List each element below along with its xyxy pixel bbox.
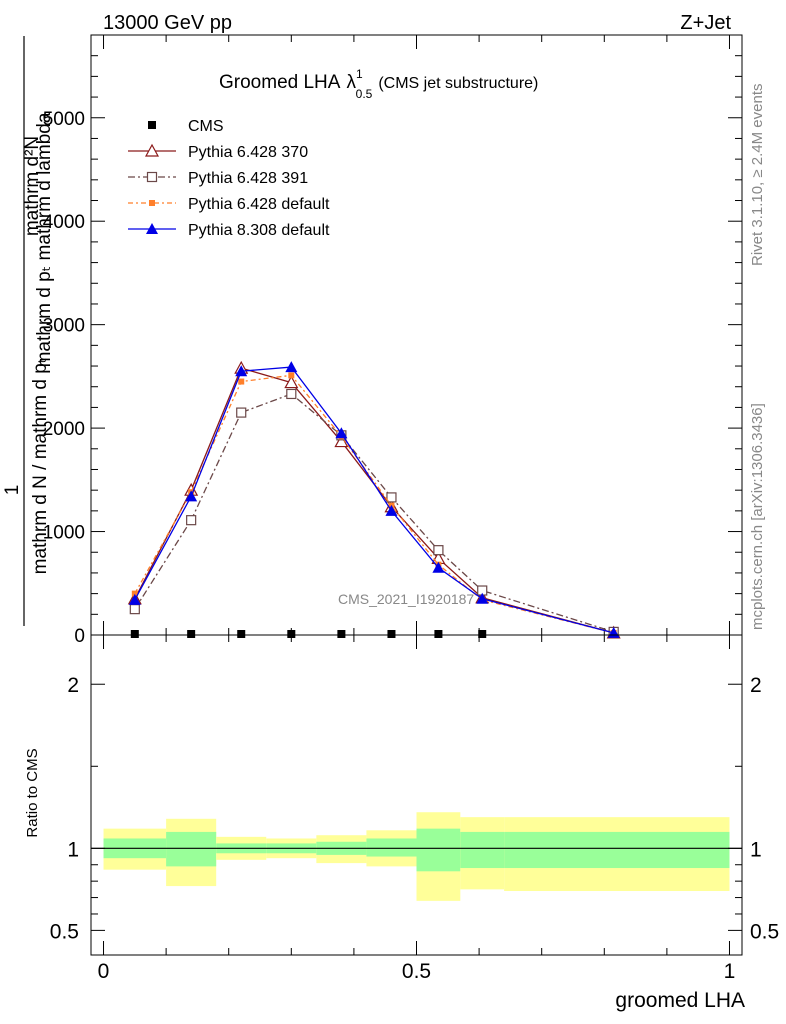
data-point-p391 bbox=[186, 515, 197, 526]
legend-label-p391: Pythia 6.428 391 bbox=[188, 170, 308, 187]
ratio-y-tick-label-right: 2 bbox=[750, 674, 762, 697]
x-tick-label: 0.5 bbox=[402, 960, 431, 983]
main-y-ticks: 0 1000 2000 3000 4000 5000 bbox=[43, 35, 742, 647]
legend-item-cms: CMS bbox=[148, 118, 224, 135]
data-point-p8def bbox=[335, 427, 348, 439]
ratio-bands bbox=[91, 812, 742, 901]
y-tick-label: 0 bbox=[74, 626, 85, 647]
data-point-p8def bbox=[235, 365, 248, 377]
ylabel-denominator: mathrm d pₜ mathrm d lambda bbox=[34, 112, 55, 367]
x-axis-label: groomed LHA bbox=[615, 989, 745, 1012]
ratio-band-inner bbox=[504, 831, 730, 869]
ratio-band-inner bbox=[366, 838, 417, 857]
rivet-label: Rivet 3.1.10, ≥ 2.4M events bbox=[749, 84, 766, 267]
header-left-label: 13000 GeV pp bbox=[103, 12, 232, 34]
series-cms bbox=[130, 630, 487, 638]
data-point-cms bbox=[387, 630, 396, 638]
data-point-cms bbox=[337, 630, 346, 638]
watermark: CMS_2021_I1920187 bbox=[338, 591, 474, 607]
data-point-p8def bbox=[185, 490, 198, 502]
ratio-y-tick-label-right: 1 bbox=[750, 838, 762, 861]
legend-item-p6def: Pythia 6.428 default bbox=[128, 196, 330, 213]
ylabel-prefactor: mathrm d N / mathrm d pₜ bbox=[30, 358, 51, 575]
y-tick-label: 1000 bbox=[43, 523, 85, 544]
data-point-p6def bbox=[238, 378, 245, 385]
legend-marker-cms bbox=[148, 121, 156, 129]
ylabel-one: 1 bbox=[2, 485, 23, 496]
data-point-cms bbox=[130, 630, 139, 638]
data-point-p6def bbox=[131, 590, 138, 597]
ratio-y-tick-label-left: 2 bbox=[67, 674, 79, 697]
ratio-plot-panel: 0.5 0.5 1 1 2 2 0 0.5 1 Ratio to CMS groomed LHA bbox=[24, 634, 779, 1012]
data-point-p6def bbox=[288, 372, 295, 379]
legend-item-p370: Pythia 6.428 370 bbox=[128, 143, 308, 161]
y-tick-label: 2000 bbox=[43, 419, 85, 440]
data-point-p8def bbox=[385, 504, 398, 516]
legend-label-cms: CMS bbox=[188, 118, 224, 135]
header-right-label: Z+Jet bbox=[680, 12, 731, 34]
ratio-band-inner bbox=[416, 828, 461, 872]
data-point-cms bbox=[187, 630, 196, 638]
data-point-p8def bbox=[432, 561, 445, 573]
main-series-group bbox=[127, 360, 621, 639]
legend-marker-p391 bbox=[146, 171, 158, 183]
plot-title: Groomed LHA λ1 0.5(CMS jet substructure) bbox=[219, 67, 538, 101]
legend-marker-p6def bbox=[149, 200, 155, 206]
ratio-ticks: 0.5 0.5 1 1 2 2 0 0.5 1 bbox=[50, 635, 779, 983]
data-point-cms bbox=[237, 630, 246, 638]
data-point-p370 bbox=[284, 375, 299, 389]
series-p8def bbox=[128, 361, 620, 638]
data-point-p391 bbox=[433, 545, 444, 556]
ratio-y-tick-label-left: 0.5 bbox=[50, 920, 79, 943]
ratio-band-inner bbox=[166, 831, 217, 867]
ratio-y-tick-label-left: 1 bbox=[67, 838, 79, 861]
data-point-cms bbox=[478, 630, 487, 638]
ratio-plot-frame bbox=[90, 634, 743, 956]
data-point-cms bbox=[287, 630, 296, 638]
main-y-axis-label: mathrm d²N mathrm d pₜ mathrm d lambda 1… bbox=[2, 36, 55, 626]
data-point-p8def bbox=[128, 593, 141, 605]
data-point-p8def bbox=[285, 361, 298, 373]
legend-marker-p8def bbox=[146, 223, 158, 234]
data-point-p391 bbox=[286, 388, 297, 400]
ratio-y-tick-label-right: 0.5 bbox=[750, 920, 779, 943]
legend: CMS Pythia 6.428 370 Pythia 6.428 391 Pythi… bbox=[128, 118, 330, 239]
y-tick-label: 5000 bbox=[43, 109, 85, 130]
data-point-p391 bbox=[129, 604, 140, 615]
ratio-y-label: Ratio to CMS bbox=[24, 748, 41, 837]
data-point-p391 bbox=[386, 492, 397, 503]
legend-label-p370: Pythia 6.428 370 bbox=[188, 144, 308, 161]
y-tick-label: 3000 bbox=[43, 316, 85, 337]
data-point-p391 bbox=[236, 407, 247, 418]
x-tick-label: 1 bbox=[724, 960, 736, 983]
ratio-band-inner bbox=[460, 831, 505, 869]
legend-marker-p370 bbox=[144, 143, 160, 157]
legend-item-p8def: Pythia 8.308 default bbox=[128, 222, 330, 239]
data-point-p8def bbox=[476, 592, 489, 604]
mcplots-label: mcplots.cern.ch [arXiv:1306.3436] bbox=[749, 403, 766, 630]
ylabel-numerator: mathrm d²N bbox=[22, 136, 43, 236]
y-tick-label: 4000 bbox=[43, 212, 85, 233]
legend-label-p6def: Pythia 6.428 default bbox=[188, 196, 330, 213]
data-point-cms bbox=[434, 630, 443, 638]
x-tick-label: 0 bbox=[98, 960, 110, 983]
legend-label-p8def: Pythia 8.308 default bbox=[188, 222, 330, 239]
legend-item-p391: Pythia 6.428 391 bbox=[128, 170, 308, 187]
